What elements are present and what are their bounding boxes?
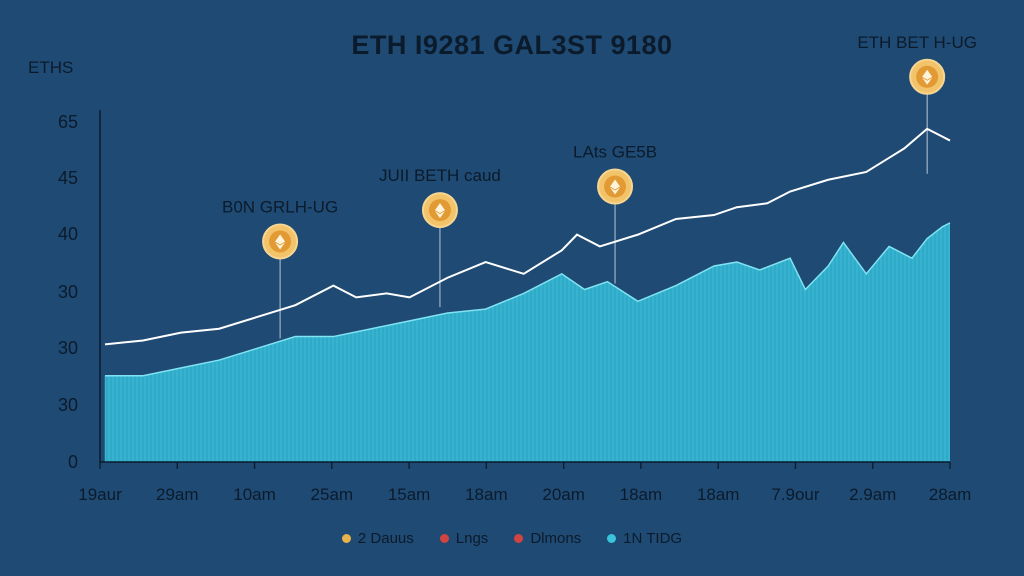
chart-title: ETH I9281 GAL3ST 9180 xyxy=(351,30,673,60)
x-tick-label: 19aur xyxy=(78,485,122,504)
y-tick-label: 30 xyxy=(58,395,78,415)
price-line xyxy=(104,127,951,346)
chart-legend: 2 Dauus Lngs Dlmons 1N TIDG xyxy=(0,530,1024,547)
eth-glyph-icon xyxy=(434,203,445,219)
annotation-label: ETH BET H-UG xyxy=(857,33,977,52)
x-tick-label: 18am xyxy=(620,485,663,504)
legend-item: 1N TIDG xyxy=(607,530,682,547)
x-tick-label: 7.9our xyxy=(771,485,820,504)
legend-marker xyxy=(341,534,351,543)
legend-label: Dlmons xyxy=(530,530,582,547)
eth-glyph-icon xyxy=(610,179,621,195)
x-tick-label: 15am xyxy=(388,485,431,504)
annotation-label: B0N GRLH-UG xyxy=(222,197,338,216)
legend-item: Lngs xyxy=(439,530,489,547)
y-tick-label: 40 xyxy=(58,224,78,244)
x-tick-label: 28am xyxy=(929,485,972,504)
x-tick-label: 20am xyxy=(542,485,585,504)
y-axis-label: ETHS xyxy=(28,58,74,77)
x-tick-label: 2.9am xyxy=(849,485,896,504)
legend-item: Dlmons xyxy=(514,530,581,547)
x-tick-label: 18am xyxy=(465,485,508,504)
x-tick-label: 29am xyxy=(156,485,199,504)
area-fill xyxy=(105,222,950,462)
y-tick-label: 0 xyxy=(68,452,78,472)
y-tick-label: 65 xyxy=(58,112,78,132)
x-tick-label: 25am xyxy=(311,485,354,504)
legend-label: Lngs xyxy=(455,530,489,547)
annotation-label: LAts GE5B xyxy=(573,143,657,162)
y-tick-label: 30 xyxy=(58,282,78,302)
legend-label: 1N TIDG xyxy=(623,530,683,547)
area-outline xyxy=(105,222,951,377)
legend-item: 2 Dauus xyxy=(341,530,414,547)
legend-marker xyxy=(514,534,524,543)
x-tick-label: 18am xyxy=(697,485,740,504)
x-tick-label: 10am xyxy=(233,485,276,504)
eth-glyph-icon xyxy=(275,234,286,250)
legend-marker xyxy=(439,534,449,543)
legend-label: 2 Dauus xyxy=(357,530,414,547)
legend-marker xyxy=(607,534,617,543)
y-tick-label: 30 xyxy=(58,338,78,358)
y-tick-label: 45 xyxy=(58,168,78,188)
eth-glyph-icon xyxy=(922,69,933,85)
annotation-label: JUII BETH caud xyxy=(379,166,501,185)
